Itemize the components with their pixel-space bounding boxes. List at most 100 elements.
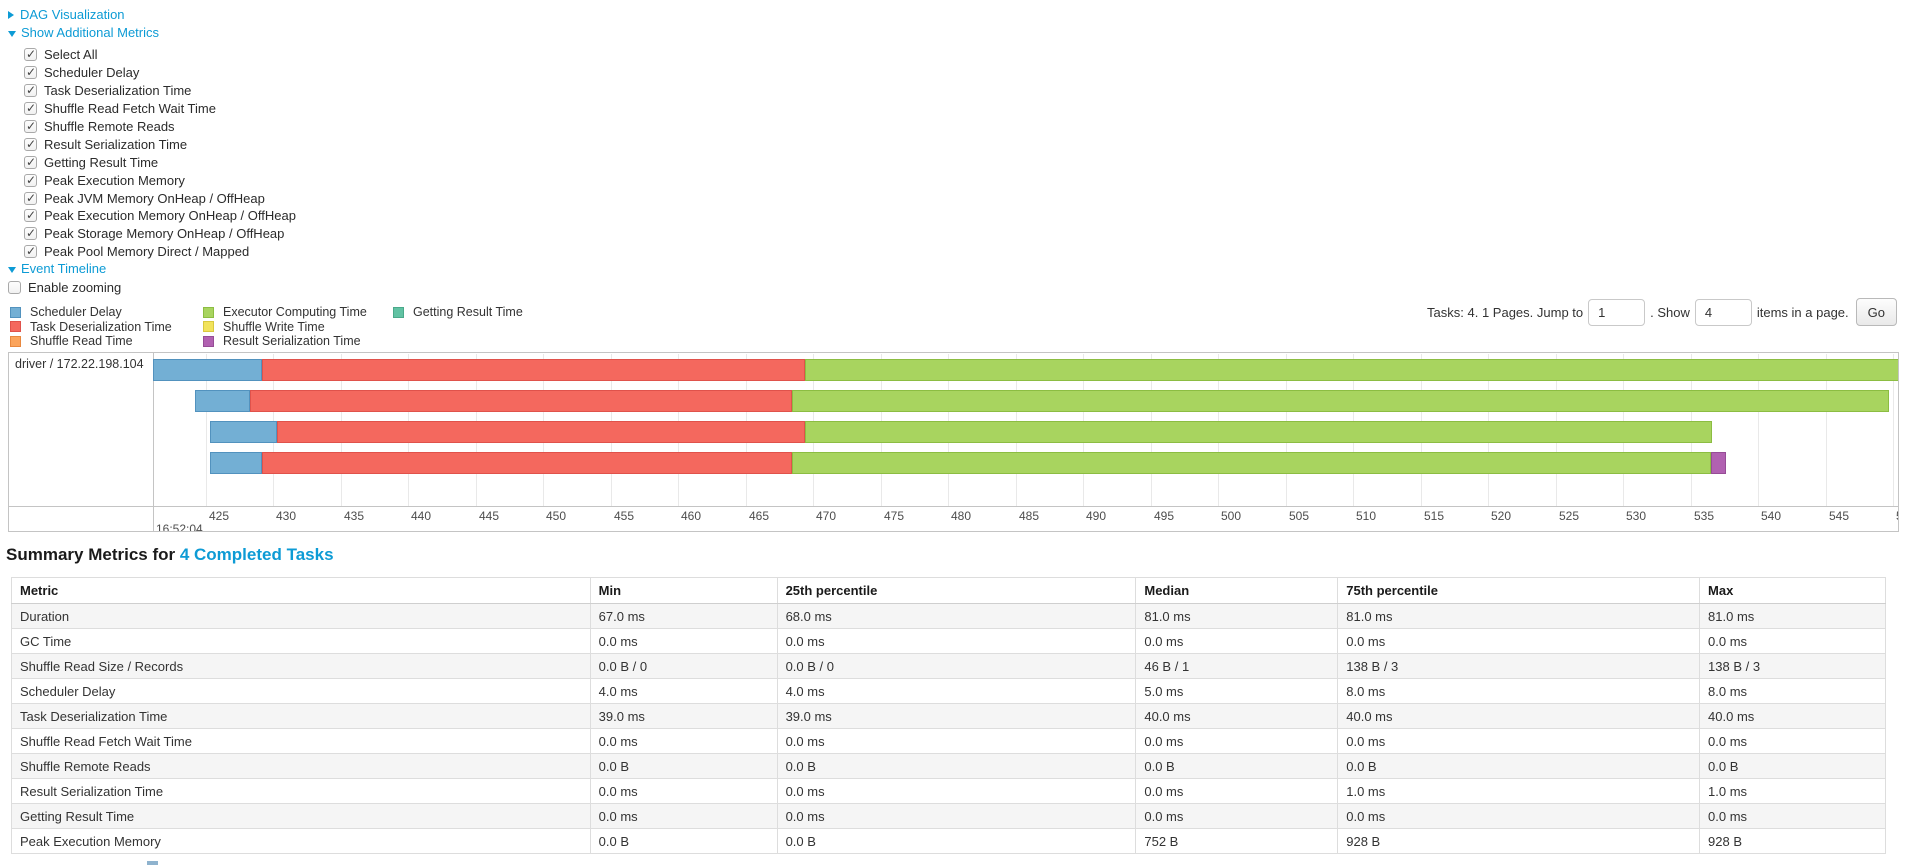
table-cell: 752 B [1135,828,1339,854]
task-bar-task-deserialization[interactable] [277,421,806,443]
table-cell: 81.0 ms [1135,603,1339,629]
jump-to-page-input[interactable] [1588,298,1646,326]
task-bar-task-deserialization[interactable] [262,359,806,381]
scheduler-delay-swatch-icon [10,306,21,318]
collapsed-arrow-icon [8,10,14,19]
table-header-cell: Median [1135,577,1339,604]
event-timeline-link[interactable]: Event Timeline [21,261,107,276]
table-cell: 0.0 B [776,828,1137,854]
metric-checkbox[interactable] [24,208,37,223]
show-text: . Show [1650,304,1690,320]
legend-item: Getting Result Time [393,305,523,319]
task-bar-scheduler-delay[interactable] [209,421,278,443]
task-bar-executor-computing[interactable] [791,452,1711,474]
table-cell: 138 B / 3 [1699,653,1886,679]
summary-metrics-heading: Summary Metrics for 4 Completed Tasks [6,545,334,565]
metric-checkbox-row: Shuffle Read Fetch Wait Time [24,100,296,118]
go-button[interactable]: Go [1855,298,1897,326]
task-bar-executor-computing[interactable] [791,390,1890,412]
metric-checkbox-label: Peak Execution Memory [44,172,185,188]
getting-result-swatch-icon [393,306,404,318]
metric-checkbox[interactable] [24,226,37,241]
legend-column: Executor Computing Time Shuffle Write Tim… [203,305,367,349]
table-cell: 0.0 B / 0 [776,653,1137,679]
table-cell: 39.0 ms [776,703,1137,729]
legend-label: Shuffle Write Time [223,319,325,334]
task-bar-task-deserialization[interactable] [262,452,792,474]
show-additional-metrics-toggle[interactable]: Show Additional Metrics [8,25,159,40]
metric-checkbox[interactable] [24,65,37,80]
shuffle-write-swatch-icon [203,321,214,332]
table-cell: Shuffle Read Fetch Wait Time [11,728,591,754]
legend-column: Getting Result Time [393,305,523,320]
axis-tick-label: 510 [1356,509,1377,523]
table-cell: 81.0 ms [1699,603,1886,629]
table-row: Task Deserialization Time 39.0 ms 39.0 ms 4… [11,703,1886,729]
table-cell: 0.0 ms [1135,728,1339,754]
completed-tasks-link[interactable]: 4 Completed Tasks [179,545,334,564]
table-cell: 0.0 ms [1135,803,1339,829]
task-deserialization-swatch-icon [10,321,21,332]
table-cell: 0.0 B [589,828,778,854]
table-cell: 68.0 ms [776,603,1137,629]
axis-tick-label: 505 [1289,509,1310,523]
axis-tick-label: 470 [816,509,837,523]
task-bar-scheduler-delay[interactable] [209,452,263,474]
axis-tick-label: 525 [1559,509,1580,523]
metric-checkbox[interactable] [24,191,37,205]
table-cell: 928 B [1337,828,1701,854]
enable-zooming-row: Enable zooming [8,279,121,297]
legend-label: Result Serialization Time [223,334,361,348]
metric-checkbox-label: Getting Result Time [44,154,159,170]
dag-visualization-link[interactable]: DAG Visualization [20,7,125,22]
items-per-page-input[interactable] [1694,298,1752,326]
summary-heading-text: Summary Metrics for [6,545,180,564]
metric-checkbox[interactable] [24,137,37,151]
metric-checkbox[interactable] [24,244,37,259]
event-timeline-toggle[interactable]: Event Timeline [8,261,106,276]
axis-tick-label: 545 [1829,509,1850,523]
task-bar-scheduler-delay[interactable] [194,390,251,412]
metric-checkbox[interactable] [24,83,37,98]
axis-tick-label: 435 [344,509,365,523]
table-header-cell: Metric [11,577,591,604]
metric-checkbox-label: Peak Pool Memory Direct / Mapped [44,244,250,260]
metric-checkbox-row: Getting Result Time [24,153,296,171]
metric-checkbox[interactable] [24,47,37,62]
task-bar-executor-computing[interactable] [805,421,1713,443]
metric-checkbox[interactable] [24,119,37,133]
legend-label: Shuffle Read Time [30,334,133,348]
table-cell: 4.0 ms [589,678,778,704]
table-cell: Shuffle Read Size / Records [11,653,591,679]
table-body: Duration 67.0 ms 68.0 ms 81.0 ms 81.0 ms 81.0… [11,603,1886,854]
show-additional-metrics-link[interactable]: Show Additional Metrics [21,25,160,40]
metric-checkbox-label: Peak Storage Memory OnHeap / OffHeap [44,226,285,242]
table-cell: 0.0 ms [776,628,1137,654]
dag-visualization-toggle[interactable]: DAG Visualization [8,7,125,22]
expanded-arrow-icon [8,30,16,37]
axis-tick-label: 490 [1086,509,1107,523]
tasks-count-text: Tasks: 4. 1 Pages. Jump to [1427,304,1584,320]
task-bar-task-deserialization[interactable] [250,390,792,412]
table-cell: 8.0 ms [1337,678,1701,704]
metric-checkbox[interactable] [24,173,37,187]
task-bar-result-serialization[interactable] [1710,452,1726,474]
axis-tick-label: 495 [1154,509,1175,523]
axis-tick-label: 460 [681,509,702,523]
metric-checkbox[interactable] [24,101,37,116]
axis-tick-label: 430 [276,509,297,523]
legend-item: Task Deserialization Time [10,320,172,334]
metric-checkbox[interactable] [24,155,37,169]
metric-checkbox-row: Peak Execution Memory [24,171,296,189]
task-bar-scheduler-delay[interactable] [153,359,263,381]
summary-metrics-table: Metric Min 25th percentile Median 75th perce… [11,577,1886,854]
axis-tick-label: 425 [209,509,230,523]
axis-tick-label: 465 [749,509,770,523]
task-bar-executor-computing[interactable] [805,359,1898,381]
metric-checkbox-label: Shuffle Remote Reads [44,119,175,134]
table-cell: 1.0 ms [1337,778,1701,804]
enable-zooming-checkbox[interactable] [8,281,21,295]
table-row: Getting Result Time 0.0 ms 0.0 ms 0.0 ms 0.0… [11,803,1886,829]
items-in-page-text: items in a page. [1756,304,1849,320]
table-cell: 0.0 ms [1337,803,1701,829]
